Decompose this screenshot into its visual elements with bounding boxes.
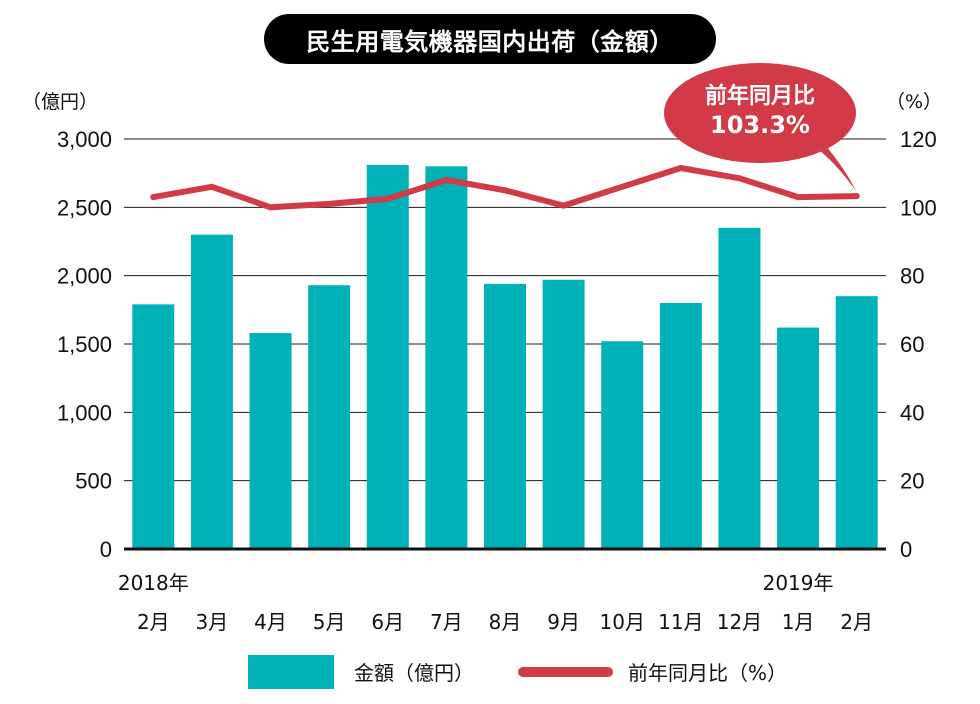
bar-9 [659,303,702,549]
bar-series [132,164,878,550]
x-axis-labels: 2月 3月 4月 5月 6月 7月 8月 9月 10月 11月 12月 1月 2月 2018年 2019年 [118,571,873,634]
left-tick-label: 1,000 [57,400,112,425]
right-tick-label: 20 [900,469,924,494]
legend-swatch-bar [248,655,334,689]
line-point-5 [443,177,450,183]
line-point-11 [795,194,802,201]
bar-4 [366,164,409,549]
bar-1 [190,234,233,549]
line-point-8 [619,183,626,190]
right-axis-unit: （%） [886,91,942,113]
right-tick-label: 40 [900,400,924,425]
year-label: 2019年 [763,571,834,595]
right-tick-label: 60 [900,332,924,357]
bar-11 [777,327,820,549]
bar-0 [132,304,175,549]
left-tick-label: 500 [75,469,112,494]
bar-2 [249,333,292,549]
x-tick-label: 2月 [137,610,170,634]
chart-title: 民生用電気機器国内出荷（金額） [264,14,716,64]
bar-7 [542,279,585,549]
bar-12 [835,296,878,549]
legend-label-line: 前年同月比（%） [628,661,787,685]
legend-label-bar: 金額（億円） [354,661,474,685]
line-point-3 [326,200,333,207]
bar-10 [718,227,761,550]
right-axis-ticks: 0 20 40 60 80 100 120 [900,127,937,562]
line-point-10 [736,175,743,182]
bar-8 [601,341,644,549]
left-axis-unit: （億円） [22,91,98,113]
x-tick-label: 11月 [658,610,703,634]
left-tick-label: 2,000 [57,264,112,289]
x-tick-label: 5月 [313,610,346,634]
callout-bubble [664,63,856,163]
line-series [150,165,860,211]
x-tick-label: 8月 [489,610,522,634]
x-tick-label: 7月 [430,610,463,634]
x-tick-label: 6月 [371,610,404,634]
right-tick-label: 0 [900,537,912,562]
line-point-7 [560,202,567,209]
line-point-12 [853,193,860,200]
bar-5 [425,166,468,550]
left-tick-label: 0 [100,537,112,562]
callout-label: 前年同月比 [705,83,815,109]
right-tick-label: 100 [900,195,937,220]
x-tick-label: 2月 [840,610,873,634]
line-point-1 [208,183,215,190]
left-tick-label: 3,000 [57,127,112,152]
bar-3 [308,285,351,549]
line-point-9 [677,165,684,172]
x-tick-label: 1月 [782,610,815,634]
x-tick-label: 12月 [717,610,762,634]
x-tick-label: 10月 [600,610,645,634]
left-axis-ticks: 0 500 1,000 1,500 2,000 2,500 3,000 [57,127,112,562]
right-tick-label: 80 [900,264,924,289]
callout-value: 103.3% [710,111,810,139]
left-tick-label: 2,500 [57,195,112,220]
bar-6 [484,283,526,549]
year-label: 2018年 [118,571,189,595]
legend: 金額（億円） 前年同月比（%） [248,655,787,689]
line-point-0 [150,194,157,201]
x-tick-label: 9月 [547,610,580,634]
left-tick-label: 1,500 [57,332,112,357]
line-point-6 [502,187,508,194]
x-tick-label: 3月 [196,610,229,634]
x-tick-label: 4月 [254,610,287,634]
right-tick-label: 120 [900,127,937,152]
line-point-2 [267,204,274,211]
line-point-4 [384,195,391,202]
